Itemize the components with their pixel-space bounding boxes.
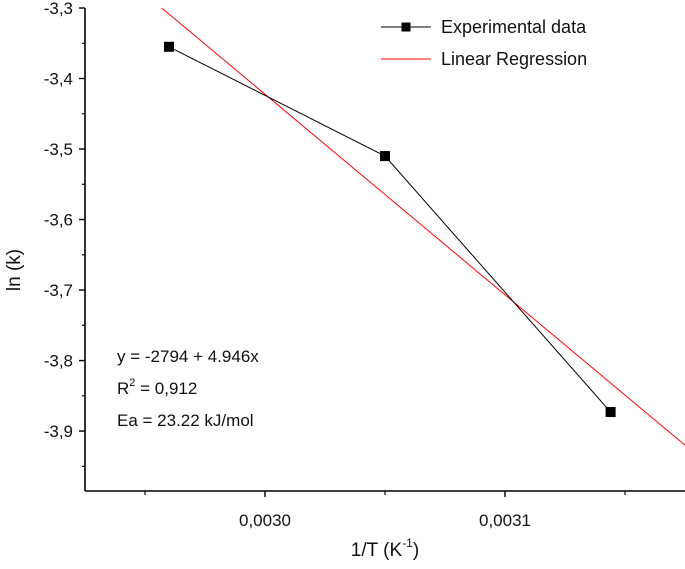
data-point xyxy=(164,41,174,52)
x-axis-title: 1/T (K-1) xyxy=(351,536,419,561)
r-squared-prefix: R xyxy=(117,379,129,398)
y-axis-title: ln (k) xyxy=(4,249,25,291)
regression-line xyxy=(161,7,685,446)
y-tick-label: -3,9 xyxy=(44,422,73,441)
x-axis-title-sup: -1 xyxy=(402,536,413,550)
legend-experimental-label: Experimental data xyxy=(441,17,587,37)
activation-energy-text: Ea = 23.22 kJ/mol xyxy=(117,411,254,430)
y-tick-label: -3,6 xyxy=(44,211,73,230)
data-point xyxy=(380,151,390,162)
y-tick-label: -3,5 xyxy=(44,140,73,159)
y-tick-label: -3,3 xyxy=(44,0,73,18)
y-tick-label: -3,4 xyxy=(44,70,73,89)
r-squared-value: = 0,912 xyxy=(135,379,197,398)
x-axis-title-close: ) xyxy=(413,540,419,561)
x-axis-title-main: 1/T (K xyxy=(351,540,403,561)
y-tick-label: -3,8 xyxy=(44,352,73,371)
legend-experimental-marker xyxy=(401,22,411,32)
legend: Experimental data Linear Regression xyxy=(381,17,587,69)
r-squared-text: R2 = 0,912 xyxy=(117,377,197,398)
series-layer xyxy=(161,7,685,446)
x-tick-label: 0,0030 xyxy=(239,511,291,530)
fit-annotations: y = -2794 + 4.946x R2 = 0,912 Ea = 23.22… xyxy=(117,347,259,430)
data-point xyxy=(605,407,616,418)
y-ticks: -3,3 -3,4 -3,5 -3,6 -3,7 -3,8 -3,9 xyxy=(44,0,85,467)
legend-regression-label: Linear Regression xyxy=(441,49,587,69)
x-ticks: 0,0030 0,0031 xyxy=(144,491,626,530)
r-squared-sup: 2 xyxy=(129,377,135,389)
x-tick-label: 0,0031 xyxy=(479,511,531,530)
y-tick-label: -3,7 xyxy=(44,281,73,300)
equation-text: y = -2794 + 4.946x xyxy=(117,347,259,366)
